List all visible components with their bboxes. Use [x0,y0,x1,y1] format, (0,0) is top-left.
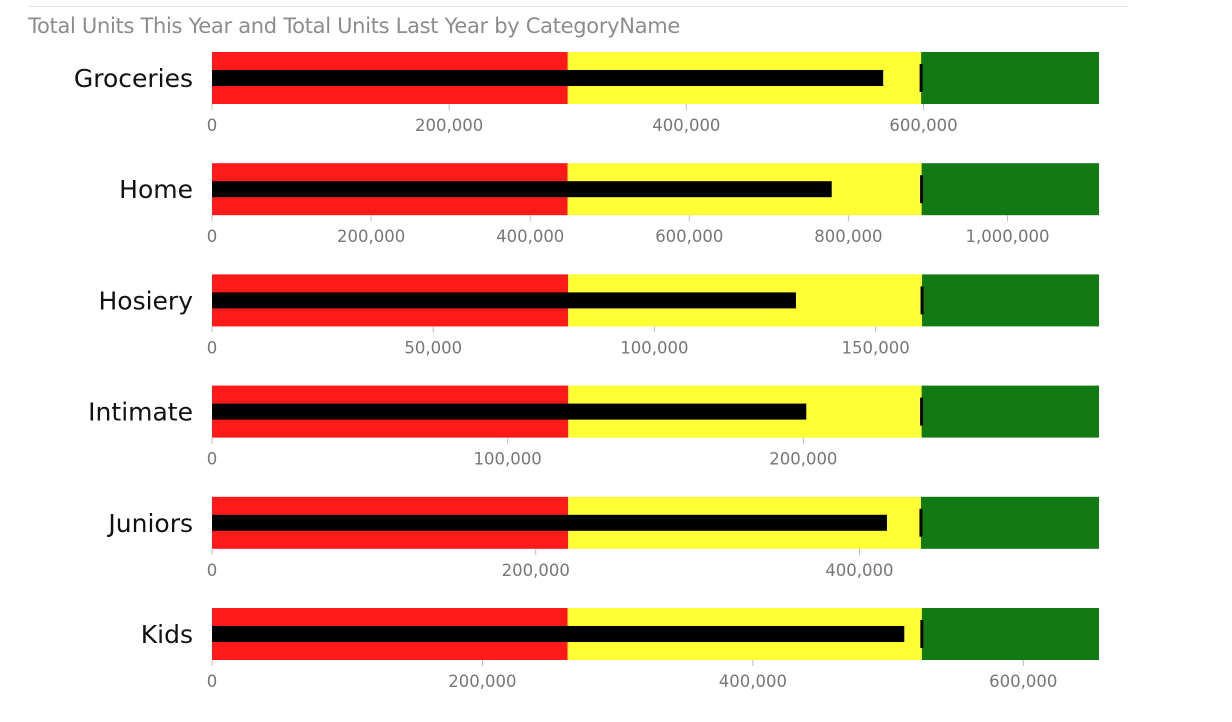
band-good [921,385,1099,438]
band-good [920,496,1099,549]
target-marker [919,64,923,92]
tick-label: 400,000 [652,116,720,135]
tick-label: 50,000 [404,338,462,357]
band-good [921,52,1099,104]
category-label: Home [119,175,193,204]
tick-label: 400,000 [496,227,564,246]
tick-label: 200,000 [415,116,483,135]
bullet-row-groceries: Groceries 0 200,000 400,000 600,000 [74,52,1099,135]
bullet-row-juniors: Juniors 0 200,000 400,000 [106,496,1099,580]
chart-title: Total Units This Year and Total Units La… [28,14,681,38]
bullet-row-home: Home 0 200,000 400,000 600,000 800,000 1,000,0… [119,163,1099,246]
bullet-row-intimate: Intimate 0 100,000 200,000 [88,385,1099,469]
target-marker [920,397,924,426]
tick-label: 0 [207,561,218,580]
tick-label: 0 [207,450,218,469]
category-label: Intimate [88,398,193,427]
measure-bar [212,70,884,86]
measure-bar [212,514,887,531]
bullet-row-hosiery: Hosiery 0 50,000 100,000 150,000 [98,274,1099,357]
measure-bar [212,181,832,198]
tick-label: 1,000,000 [966,227,1050,246]
tick-label: 600,000 [989,672,1057,691]
tick-label: 200,000 [769,450,837,469]
target-marker [920,175,924,204]
measure-bar [212,403,807,420]
category-label: Groceries [74,64,193,93]
tick-label: 100,000 [620,338,688,357]
category-label: Kids [141,620,193,649]
tick-label: 800,000 [814,227,882,246]
tick-label: 600,000 [655,227,723,246]
tick-label: 100,000 [474,450,542,469]
band-good [921,608,1099,660]
target-marker [920,620,924,648]
band-good [922,274,1099,327]
tick-label: 0 [207,672,218,691]
tick-label: 0 [207,338,218,357]
tick-label: 200,000 [502,561,570,580]
category-label: Juniors [106,509,193,538]
measure-bar [212,292,796,309]
tick-label: 200,000 [337,227,405,246]
tick-label: 0 [207,116,218,135]
measure-bar [212,626,905,642]
tick-label: 200,000 [448,672,516,691]
top-divider [28,6,1128,7]
tick-label: 150,000 [841,338,909,357]
target-marker [919,508,923,537]
band-good [921,163,1099,216]
tick-label: 0 [207,227,218,246]
tick-label: 400,000 [825,561,893,580]
target-marker [920,286,924,315]
tick-label: 400,000 [719,672,787,691]
bullet-row-kids: Kids 0 200,000 400,000 600,000 [141,608,1099,691]
category-label: Hosiery [98,286,193,315]
tick-label: 600,000 [889,116,957,135]
